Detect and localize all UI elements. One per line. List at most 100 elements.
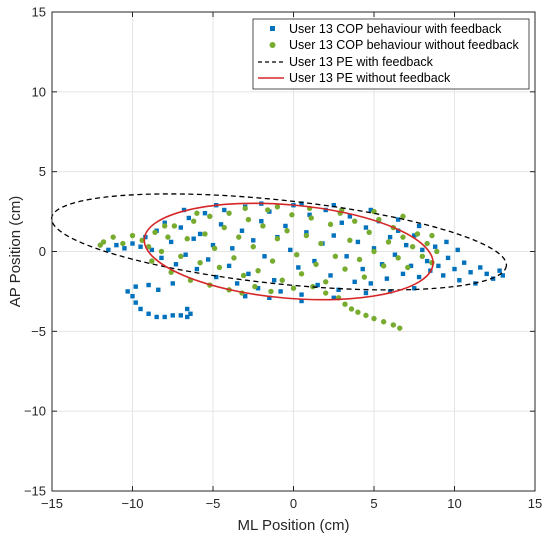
cop-point-with-feedback: [283, 223, 288, 229]
cop-point-without-feedback: [323, 290, 329, 296]
legend-label-pe-without-feedback: User 13 PE without feedback: [289, 71, 451, 85]
cop-point-with-feedback: [299, 298, 304, 304]
cop-point-with-feedback: [230, 246, 235, 251]
x-axis-label: ML Position (cm): [238, 517, 350, 534]
cop-point-without-feedback: [342, 301, 348, 307]
cop-point-with-feedback: [420, 247, 425, 253]
cop-point-with-feedback: [347, 214, 353, 219]
cop-point-with-feedback: [130, 241, 135, 246]
cop-point-with-feedback: [168, 239, 174, 245]
cop-point-with-feedback: [416, 223, 422, 229]
cop-point-without-feedback: [268, 288, 274, 295]
y-axis-label: AP Position (cm): [7, 196, 24, 307]
cop-point-without-feedback: [327, 221, 334, 228]
cop-point-with-feedback: [457, 278, 462, 283]
cop-point-without-feedback: [303, 232, 310, 239]
cop-point-with-feedback: [197, 231, 203, 237]
cop-point-with-feedback: [214, 274, 219, 280]
cop-point-without-feedback: [308, 215, 314, 221]
cop-point-with-feedback: [363, 290, 369, 296]
cop-point-with-feedback: [278, 289, 283, 294]
cop-point-with-feedback: [468, 270, 473, 275]
cop-point-without-feedback: [366, 229, 372, 236]
cop-point-with-feedback: [170, 281, 175, 286]
cop-point-without-feedback: [171, 223, 178, 229]
cop-point-without-feedback: [395, 255, 401, 261]
cop-point-without-feedback: [145, 244, 152, 250]
cop-point-with-feedback: [371, 246, 377, 251]
cop-point-without-feedback: [298, 271, 305, 277]
cop-point-without-feedback: [361, 274, 368, 280]
cop-point-without-feedback: [152, 229, 158, 236]
cop-point-with-feedback: [114, 242, 119, 248]
cop-point-without-feedback: [236, 234, 242, 240]
cop-point-with-feedback: [202, 210, 208, 216]
cop-point-without-feedback: [184, 236, 190, 242]
cop-point-without-feedback: [380, 319, 387, 325]
cop-point-with-feedback: [387, 289, 393, 294]
cop-point-with-feedback: [404, 242, 409, 248]
cop-point-without-feedback: [211, 245, 218, 252]
cop-point-without-feedback: [290, 285, 297, 291]
legend: User 13 COP behaviour with feedback User…: [252, 18, 530, 90]
legend-marker-without-feedback: [269, 42, 276, 48]
cop-point-without-feedback: [434, 248, 440, 255]
cop-point-without-feedback: [202, 231, 208, 237]
cop-point-with-feedback: [307, 212, 312, 217]
x-tick-label: 0: [290, 496, 297, 511]
x-tick-label: −5: [206, 496, 221, 511]
cop-point-without-feedback: [265, 207, 271, 213]
cop-point-without-feedback: [226, 210, 232, 216]
y-tick-label: 0: [39, 244, 46, 259]
cop-point-without-feedback: [363, 312, 369, 319]
cop-point-without-feedback: [158, 248, 165, 255]
cop-point-with-feedback: [181, 207, 187, 213]
cop-point-without-feedback: [149, 258, 155, 264]
cop-point-without-feedback: [274, 236, 281, 242]
cop-point-with-feedback: [299, 201, 304, 206]
cop-point-with-feedback: [185, 306, 190, 312]
cop-point-with-feedback: [194, 266, 200, 272]
cop-point-without-feedback: [289, 212, 295, 218]
cop-point-with-feedback: [400, 271, 406, 277]
cop-point-without-feedback: [405, 264, 411, 271]
cop-point-without-feedback: [424, 240, 430, 247]
legend-marker-with-feedback: [270, 26, 275, 31]
cop-point-with-feedback: [183, 252, 188, 257]
x-tick-label: 5: [370, 496, 377, 511]
cop-point-with-feedback: [328, 273, 333, 278]
cop-point-without-feedback: [371, 315, 377, 322]
cop-point-with-feedback: [360, 266, 365, 272]
cop-point-with-feedback: [416, 274, 422, 280]
cop-point-with-feedback: [444, 239, 449, 245]
cop-point-without-feedback: [231, 255, 237, 261]
cop-point-without-feedback: [216, 264, 223, 271]
cop-point-with-feedback: [432, 244, 438, 249]
cop-point-without-feedback: [318, 240, 324, 247]
cop-point-with-feedback: [191, 236, 196, 241]
cop-point-with-feedback: [339, 220, 344, 225]
cop-point-with-feedback: [490, 276, 496, 281]
cop-point-with-feedback: [395, 228, 401, 233]
cop-point-with-feedback: [243, 294, 248, 299]
cop-point-with-feedback: [288, 247, 293, 253]
cop-point-with-feedback: [331, 202, 336, 208]
cop-point-with-feedback: [162, 314, 167, 320]
cop-point-with-feedback: [408, 263, 414, 269]
cop-point-with-feedback: [497, 268, 502, 273]
cop-point-with-feedback: [185, 314, 190, 320]
cop-point-with-feedback: [259, 218, 264, 224]
cop-point-without-feedback: [178, 253, 184, 259]
cop-point-with-feedback: [384, 276, 390, 281]
cop-point-without-feedback: [414, 231, 421, 237]
cop-point-with-feedback: [133, 300, 138, 305]
cop-point-with-feedback: [271, 278, 277, 283]
cop-point-without-feedback: [250, 244, 256, 250]
cop-point-with-feedback: [344, 254, 349, 259]
x-tick-label: −10: [121, 496, 143, 511]
cop-point-without-feedback: [110, 234, 116, 240]
cop-point-without-feedback: [323, 279, 329, 285]
cop-point-with-feedback: [159, 255, 164, 261]
cop-point-with-feedback: [205, 257, 211, 262]
y-tick-label: −10: [24, 404, 46, 419]
